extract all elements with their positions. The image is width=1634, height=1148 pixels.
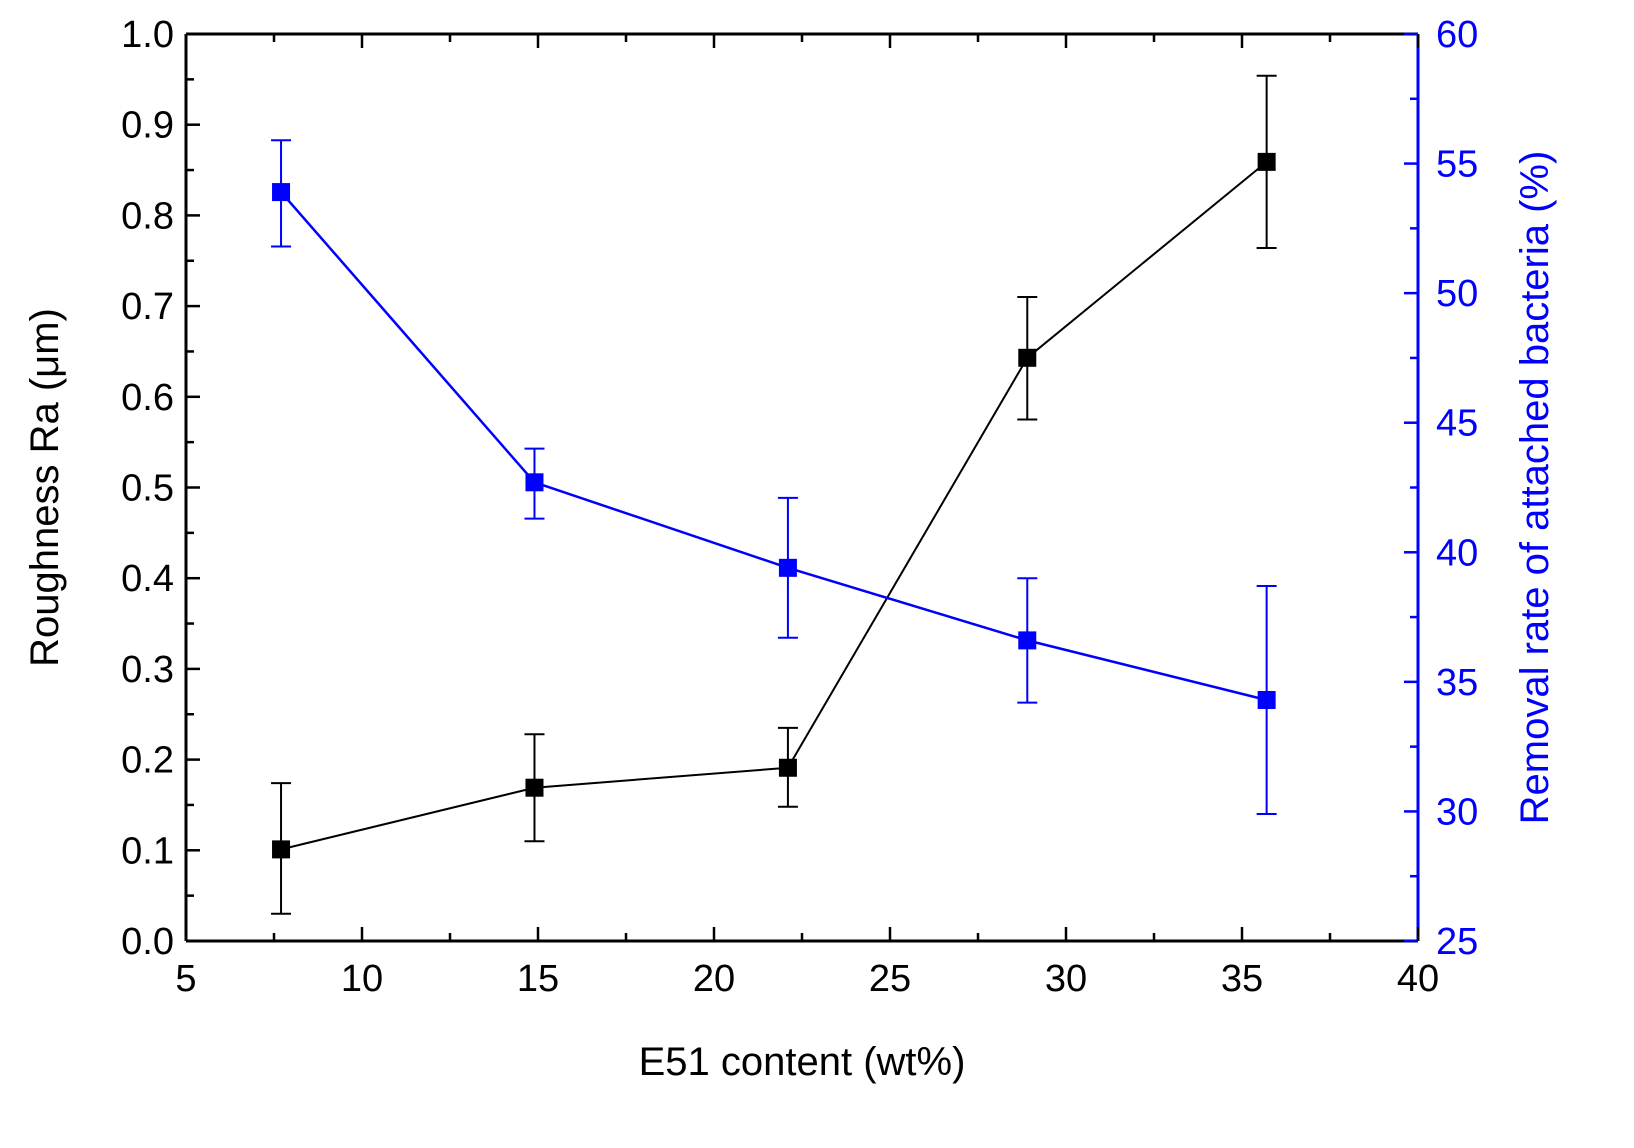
data-point	[1018, 631, 1037, 650]
y-left-tick-label: 0.0	[121, 921, 174, 963]
x-tick-label: 15	[517, 958, 559, 1000]
y-left-tick-label: 0.2	[121, 740, 174, 782]
labels-group: 5 10 15 20 25 30 35 40 0.0 0.1 0.2 0.3 0.4 0.5 0.6 0.7 0…	[23, 14, 1557, 1084]
series-group	[271, 74, 1277, 915]
y-right-tick-label: 25	[1436, 921, 1478, 963]
data-point	[525, 473, 544, 492]
x-tick-label: 5	[175, 958, 196, 1000]
series-line	[280, 161, 1268, 851]
y-left-tick-label: 0.3	[121, 649, 174, 691]
x-tick-label: 40	[1397, 958, 1439, 1000]
y-left-tick-label: 1.0	[121, 14, 174, 56]
x-tick-label: 10	[341, 958, 383, 1000]
series-line	[280, 191, 1267, 702]
x-tick-label: 35	[1221, 958, 1263, 1000]
y-left-tick-label: 0.6	[121, 377, 174, 419]
y-right-tick-label: 60	[1436, 14, 1478, 56]
series-roughness	[271, 74, 1277, 915]
data-point	[778, 758, 797, 777]
y-right-tick-label: 35	[1436, 662, 1478, 704]
data-point	[1257, 152, 1276, 171]
y-left-tick-label: 0.9	[121, 105, 174, 147]
y-left-tick-label: 0.5	[121, 468, 174, 510]
y-left-axis-title: Roughness Ra (μm)	[23, 308, 67, 667]
axes-group	[184, 32, 1420, 943]
data-point	[272, 183, 291, 202]
data-point	[778, 558, 797, 577]
data-point	[1018, 348, 1037, 367]
series-removal-rate	[271, 139, 1277, 816]
data-point	[1257, 690, 1276, 709]
x-tick-label: 20	[693, 958, 735, 1000]
y-right-axis-title: Removal rate of attached bacteria (%)	[1513, 151, 1557, 825]
y-right-tick-label: 55	[1436, 144, 1478, 186]
x-tick-label: 30	[1045, 958, 1087, 1000]
y-left-tick-label: 0.1	[121, 830, 174, 872]
y-right-tick-label: 45	[1436, 403, 1478, 445]
x-tick-label: 25	[869, 958, 911, 1000]
x-axis-title: E51 content (wt%)	[639, 1040, 966, 1084]
ticks-group	[184, 32, 1420, 943]
y-left-tick-label: 0.8	[121, 195, 174, 237]
y-left-tick-label: 0.7	[121, 286, 174, 328]
y-left-tick-label: 0.4	[121, 558, 174, 600]
y-right-tick-label: 40	[1436, 532, 1478, 574]
y-right-tick-label: 50	[1436, 273, 1478, 315]
data-point	[272, 840, 291, 859]
y-right-tick-label: 30	[1436, 791, 1478, 833]
data-point	[525, 778, 544, 797]
